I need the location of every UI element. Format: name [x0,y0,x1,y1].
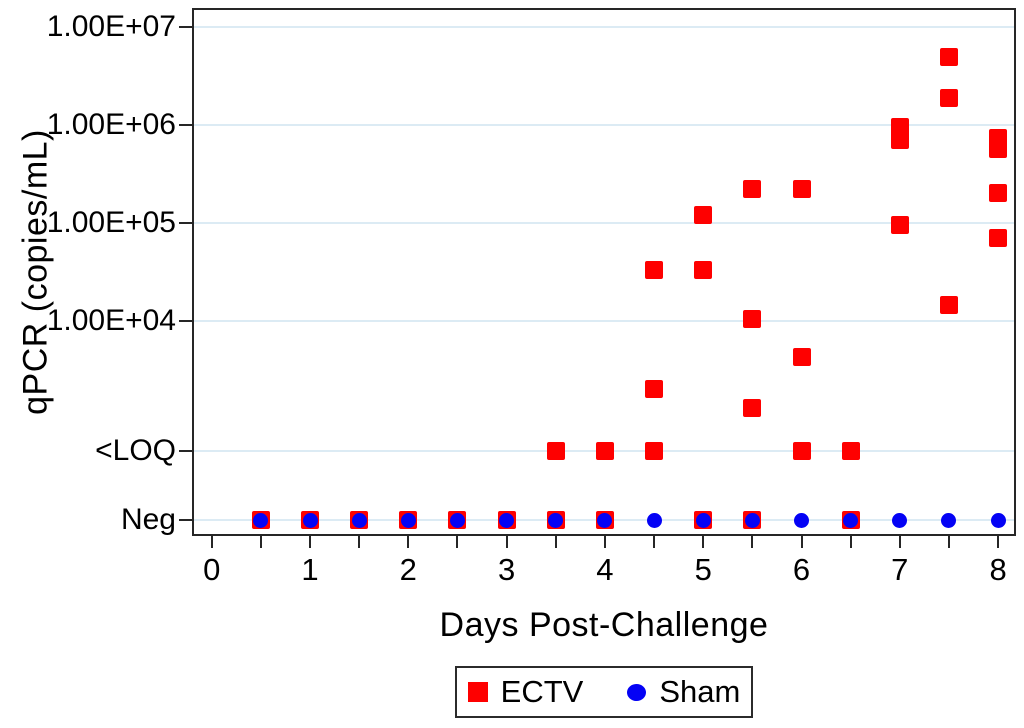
x-axis-tick [259,536,262,548]
ectv-square-marker-icon [467,682,488,702]
data-point-sham [499,512,515,528]
x-axis-tick [603,536,606,548]
x-axis-tick [407,536,410,548]
data-point-sham [253,512,269,528]
x-axis-tick-label: 1 [301,552,319,587]
x-axis-tick [702,536,705,548]
x-axis-tick [947,536,950,548]
data-point-sham [941,512,957,528]
data-point-sham [597,512,613,528]
data-point-ectv [792,347,811,366]
legend-label-sham: Sham [659,674,741,709]
data-point-sham [351,512,367,528]
data-point-sham [646,512,662,528]
legend: ECTV Sham [455,666,753,718]
data-point-ectv [890,118,909,137]
y-axis-tick [179,124,192,126]
x-axis-tick [997,536,1000,548]
x-axis-tick [800,536,803,548]
data-point-ectv [645,442,664,460]
y-axis-tick [179,519,192,521]
y-axis-tick-label: 1.00E+04 [46,304,176,337]
data-point-ectv [792,180,811,199]
y-axis-tick-label: 1.00E+06 [46,108,176,141]
data-point-ectv [989,229,1008,248]
data-point-ectv [989,184,1008,203]
data-point-sham [990,512,1006,528]
legend-item-ectv: ECTV [467,674,584,710]
legend-item-sham: Sham [627,674,740,710]
data-point-sham [892,512,908,528]
data-point-sham [843,512,859,528]
x-axis-tick [554,536,557,548]
data-point-ectv [645,261,664,280]
data-point-sham [744,512,760,528]
x-axis-tick-label: 2 [399,552,417,587]
y-axis-tick-label: 1.00E+05 [46,206,176,239]
x-axis-tick-label: 0 [203,552,221,587]
legend-label-ectv: ECTV [500,674,584,709]
data-point-sham [548,512,564,528]
y-axis-tick-label: <LOQ [95,434,176,467]
y-axis-tick-label: 1.00E+07 [46,10,176,43]
x-axis-tick [849,536,852,548]
data-point-ectv [743,398,762,417]
data-point-ectv [989,129,1008,148]
data-point-ectv [890,216,909,235]
y-axis-tick [179,320,192,322]
x-axis-tick-label: 7 [891,552,909,587]
data-point-ectv [645,380,664,399]
x-axis-tick-label: 4 [596,552,614,587]
data-point-ectv [694,261,713,280]
data-point-ectv [939,88,958,107]
data-point-sham [695,512,711,528]
data-point-sham [302,512,318,528]
y-gridline [194,222,1014,224]
y-gridline [194,124,1014,126]
x-axis-tick [751,536,754,548]
data-point-sham [794,512,809,528]
x-axis-tick-label: 5 [694,552,712,587]
data-point-ectv [792,442,811,460]
x-axis-tick [358,536,361,548]
data-point-ectv [743,180,762,199]
x-axis-tick-label: 8 [989,552,1007,587]
x-axis-tick-label: 3 [497,552,516,587]
data-point-sham [400,512,416,528]
sham-circle-marker-icon [627,683,647,701]
data-point-ectv [939,47,958,66]
x-axis-tick-label: 6 [792,552,811,587]
y-axis-tick [179,26,192,28]
x-axis-tick [456,536,459,548]
data-point-ectv [743,309,762,328]
y-gridline [194,26,1014,28]
y-axis-title: qPCR (copies/mL) [16,129,55,415]
x-axis-tick [210,536,213,548]
x-axis-tick [898,536,901,548]
data-point-ectv [841,442,860,460]
y-axis-tick [179,450,192,452]
y-gridline [194,320,1014,322]
y-axis-tick-label: Neg [120,503,176,536]
x-axis-tick [505,536,508,548]
data-point-ectv [595,442,614,460]
data-point-ectv [546,442,565,460]
data-point-sham [449,512,465,528]
x-axis-tick [309,536,311,548]
data-point-ectv [694,206,713,225]
x-axis-title: Days Post-Challenge [439,606,769,644]
data-point-ectv [939,296,958,315]
x-axis-tick [653,536,656,548]
y-axis-tick [179,222,192,224]
